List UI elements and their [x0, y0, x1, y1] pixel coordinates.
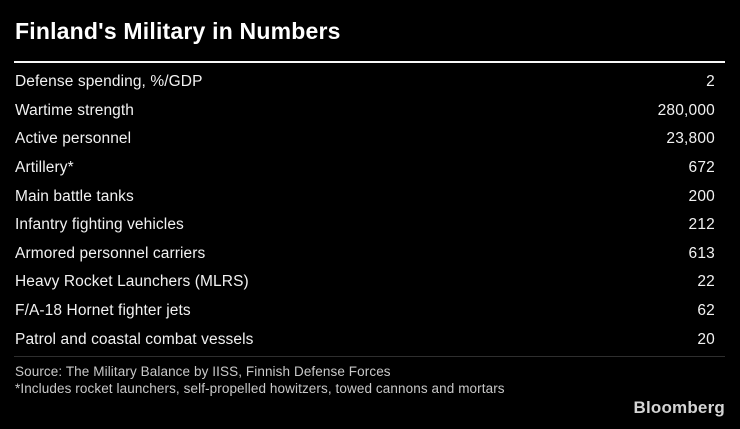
- table-row: Artillery* 672: [0, 154, 740, 183]
- row-label: Main battle tanks: [15, 187, 134, 205]
- row-value: 2: [706, 73, 715, 91]
- row-value: 22: [697, 273, 715, 291]
- row-value: 672: [688, 159, 715, 177]
- row-label: Wartime strength: [15, 101, 135, 119]
- source-line: Source: The Military Balance by IISS, Fi…: [15, 363, 391, 379]
- table-row: Heavy Rocket Launchers (MLRS) 22: [0, 268, 740, 297]
- table-row: Active personnel 23,800: [0, 125, 740, 154]
- chart-title: Finland's Military in Numbers: [15, 18, 341, 44]
- table-row: Infantry fighting vehicles 212: [0, 211, 740, 240]
- row-label: Heavy Rocket Launchers (MLRS): [15, 273, 249, 291]
- row-value: 212: [688, 216, 715, 234]
- row-value: 20: [697, 330, 715, 348]
- row-value: 280,000: [657, 101, 715, 119]
- row-value: 613: [688, 244, 715, 262]
- row-label: F/A-18 Hornet fighter jets: [15, 302, 191, 320]
- row-value: 62: [697, 302, 715, 320]
- footnote-line: *Includes rocket launchers, self-propell…: [15, 380, 505, 396]
- table-row: Patrol and coastal combat vessels 20: [0, 325, 740, 354]
- bloomberg-logo: Bloomberg: [633, 398, 725, 417]
- row-label: Active personnel: [15, 130, 132, 148]
- row-value: 200: [688, 187, 715, 205]
- row-label: Artillery*: [15, 159, 74, 177]
- title-rule: [14, 61, 725, 63]
- footer-rule: [14, 355, 725, 357]
- row-label: Armored personnel carriers: [15, 244, 206, 262]
- table-row: Armored personnel carriers 613: [0, 240, 740, 269]
- table-row: Main battle tanks 200: [0, 182, 740, 211]
- table-row: Wartime strength 280,000: [0, 97, 740, 126]
- data-table: Defense spending, %/GDP 2 Wartime strength…: [0, 68, 740, 354]
- table-row: F/A-18 Hornet fighter jets 62: [0, 297, 740, 326]
- row-value: 23,800: [666, 130, 715, 148]
- row-label: Infantry fighting vehicles: [15, 216, 184, 234]
- footer: Source: The Military Balance by IISS, Fi…: [15, 363, 725, 397]
- row-label: Patrol and coastal combat vessels: [15, 330, 254, 348]
- row-label: Defense spending, %/GDP: [15, 73, 203, 91]
- table-row: Defense spending, %/GDP 2: [0, 68, 740, 97]
